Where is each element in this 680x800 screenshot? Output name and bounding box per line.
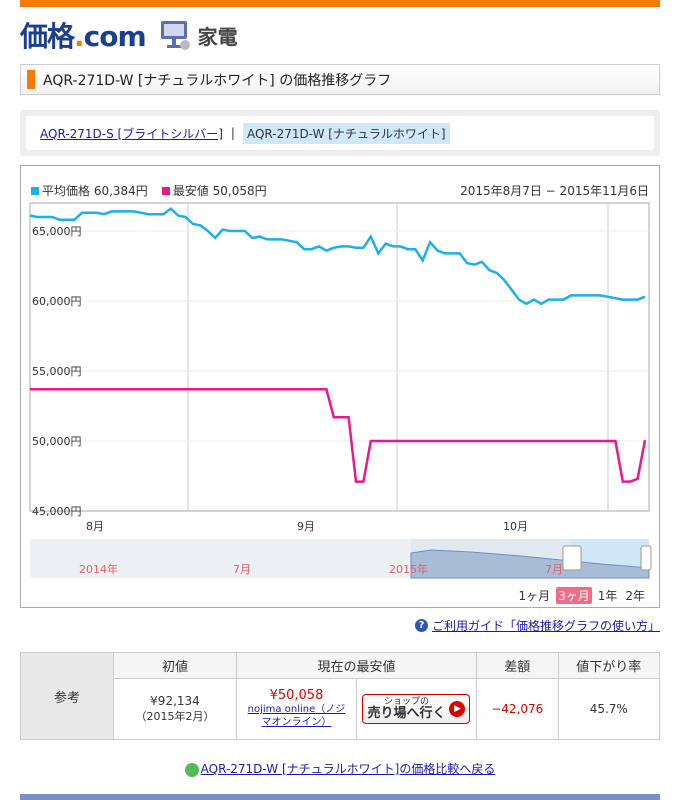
chart-legend: 平均価格 60,384円 最安値 50,058円 [31, 182, 267, 199]
difference-value: −42,076 [475, 677, 559, 741]
average-price-line[interactable] [29, 206, 646, 306]
legend-average-label: 平均価格 60,384円 [42, 184, 148, 198]
initial-price-cell: ¥92,134 （2015年2月） [113, 677, 237, 741]
legend-minimum[interactable]: 最安値 50,058円 [161, 182, 267, 199]
x-tick-label: 10月 [503, 520, 528, 533]
period-3months[interactable]: 3ヶ月 [556, 587, 592, 604]
variant-list: AQR-271D-S [ブライトシルバー] | AQR-271D-W [ナチュラ… [26, 116, 654, 150]
category-label: 家電 [197, 24, 238, 49]
header-initial-price: 初値 [113, 652, 237, 679]
period-2years[interactable]: 2年 [625, 589, 645, 603]
reference-value-row: ¥92,134 （2015年2月） ¥50,058 nojima online（… [21, 677, 660, 741]
header-drop-rate: 値下がり率 [557, 652, 660, 679]
y-tick-label: 55,000円 [32, 365, 82, 378]
shop-button-big-text: 売り場へ行く [367, 706, 446, 722]
back-link-row: AQR-271D-W [ナチュラルホワイト]の価格比較へ戻る [0, 760, 680, 777]
navigator-label: 2015年 [389, 562, 428, 576]
back-arrow-icon [184, 762, 199, 777]
current-lowest-price: ¥50,058 [269, 688, 324, 704]
shop-name-link[interactable]: nojima online（ノジマオンライン） [247, 704, 346, 729]
logo-dot: . [74, 20, 85, 53]
period-1month[interactable]: 1ヶ月 [518, 589, 551, 603]
shop-button-small-text: ショップの [383, 697, 429, 708]
period-selector: 1ヶ月 3ヶ月 1年 2年 [516, 587, 647, 604]
shop-button-text: ショップの 売り場へ行く [367, 697, 445, 721]
title-accent [27, 70, 35, 89]
y-tick-label: 60,000円 [32, 295, 82, 308]
initial-price: ¥92,134 [150, 693, 200, 708]
date-range: 2015年8月7日 − 2015年11月6日 [460, 184, 649, 198]
variant-separator: | [230, 126, 235, 140]
navigator-handle-left[interactable] [562, 545, 582, 571]
appliance-pc-icon [158, 18, 192, 52]
x-tick-label: 8月 [86, 520, 104, 533]
drop-rate-value: 45.7% [557, 677, 660, 741]
initial-date: （2015年2月） [135, 709, 215, 723]
plot-area [29, 202, 650, 512]
y-tick-label: 45,000円 [32, 505, 82, 518]
price-chart-panel: 平均価格 60,384円 最安値 50,058円 2015年8月7日 − 201… [20, 165, 660, 608]
variant-link-white-active[interactable]: AQR-271D-W [ナチュラルホワイト] [242, 122, 450, 144]
navigator-label: 7月 [545, 563, 563, 576]
header-current-lowest: 現在の最安値 [235, 652, 477, 679]
navigator-handle-right[interactable] [640, 545, 652, 571]
reference-header-row: 参考 初値 現在の最安値 差額 値下がり率 [20, 652, 660, 740]
navigator-label: 7月 [233, 563, 251, 576]
minimum-color-swatch [161, 187, 170, 195]
logo-com-text: com [83, 20, 147, 53]
play-arrow-icon: ▶ [449, 701, 466, 718]
page-title: AQR-271D-W [ナチュラルホワイト] の価格推移グラフ [43, 72, 392, 89]
reference-label: 参考 [20, 652, 114, 740]
back-to-comparison-link[interactable]: AQR-271D-W [ナチュラルホワイト]の価格比較へ戻る [200, 762, 496, 776]
guide-link-row: ? ご利用ガイド「価格推移グラフの使い方」 [414, 617, 660, 634]
help-icon: ? [414, 619, 428, 632]
bottom-tab-bar [20, 794, 660, 800]
guide-link[interactable]: ご利用ガイド「価格推移グラフの使い方」 [431, 619, 660, 633]
period-1year[interactable]: 1年 [597, 589, 618, 603]
header-difference: 差額 [475, 652, 559, 679]
current-price-cell: ¥50,058 nojima online（ノジマオンライン） [235, 677, 357, 741]
y-tick-label: 65,000円 [32, 225, 82, 238]
navigator-label: 2014年 [79, 562, 118, 576]
shop-button-cell: ショップの 売り場へ行く ▶ [355, 677, 477, 741]
y-tick-label: 50,000円 [32, 435, 82, 448]
lowest-price-line[interactable] [30, 387, 647, 483]
variant-link-silver[interactable]: AQR-271D-S [ブライトシルバー] [40, 126, 223, 141]
page-title-box: AQR-271D-W [ナチュラルホワイト] の価格推移グラフ [20, 64, 660, 95]
go-to-shop-button[interactable]: ショップの 売り場へ行く ▶ [362, 694, 471, 725]
legend-minimum-label: 最安値 50,058円 [172, 184, 267, 198]
site-logo[interactable]: 価格.com 家電 [20, 17, 238, 53]
price-chart: 65,000円 60,000円 55,000円 50,000円 45,000円 8月 9月 1… [29, 202, 652, 579]
logo-text: 価格.com [20, 15, 147, 55]
logo-main-text: 価格 [20, 20, 75, 53]
variant-selector: AQR-271D-S [ブライトシルバー] | AQR-271D-W [ナチュラ… [20, 110, 660, 156]
legend-average[interactable]: 平均価格 60,384円 [31, 182, 148, 199]
reference-table: 参考 初値 現在の最安値 差額 値下がり率 ¥92,134 （2015年2月） … [20, 652, 660, 741]
top-accent-bar [20, 0, 660, 7]
average-color-swatch [31, 187, 39, 195]
x-tick-label: 9月 [297, 520, 315, 533]
